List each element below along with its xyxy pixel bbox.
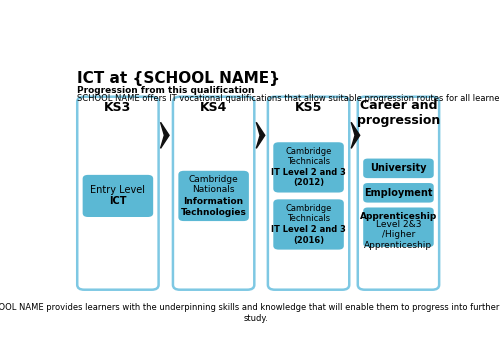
FancyBboxPatch shape (82, 175, 153, 217)
FancyBboxPatch shape (77, 97, 158, 290)
Text: Career and
progression: Career and progression (357, 100, 440, 127)
Text: IT Level 2 and 3
(2016): IT Level 2 and 3 (2016) (271, 225, 346, 245)
Text: KS3: KS3 (104, 101, 132, 114)
Text: Employment: Employment (364, 188, 432, 198)
Text: Entry Level: Entry Level (90, 185, 146, 195)
Text: ICT: ICT (109, 196, 126, 207)
Polygon shape (351, 122, 360, 148)
Text: SCHOOL NAME provides learners with the underpinning skills and knowledge that wi: SCHOOL NAME provides learners with the u… (0, 303, 500, 323)
Text: Information
Technologies: Information Technologies (180, 197, 246, 216)
Text: Level 2&3
/Higher
Apprenticeship: Level 2&3 /Higher Apprenticeship (364, 220, 432, 250)
Polygon shape (160, 122, 169, 148)
FancyBboxPatch shape (178, 171, 249, 221)
Text: KS5: KS5 (295, 101, 322, 114)
Text: IT Level 2 and 3
(2012): IT Level 2 and 3 (2012) (271, 168, 346, 187)
Text: ICT at {SCHOOL NAME}: ICT at {SCHOOL NAME} (77, 71, 280, 86)
Text: SCHOOL NAME offers IT vocational qualifications that allow suitable progression : SCHOOL NAME offers IT vocational qualifi… (77, 94, 500, 103)
Text: Cambridge
Technicals: Cambridge Technicals (286, 204, 332, 223)
FancyBboxPatch shape (173, 97, 254, 290)
Text: Cambridge
Nationals: Cambridge Nationals (189, 175, 238, 194)
Text: Cambridge
Technicals: Cambridge Technicals (286, 147, 332, 166)
FancyBboxPatch shape (358, 97, 439, 290)
Text: University: University (370, 163, 426, 173)
Text: Apprenticeship: Apprenticeship (360, 213, 437, 221)
Text: Progression from this qualification: Progression from this qualification (77, 86, 254, 95)
FancyBboxPatch shape (274, 199, 344, 250)
FancyBboxPatch shape (274, 142, 344, 192)
Polygon shape (256, 122, 265, 148)
FancyBboxPatch shape (363, 183, 434, 203)
Text: KS4: KS4 (200, 101, 228, 114)
FancyBboxPatch shape (363, 208, 434, 247)
FancyBboxPatch shape (268, 97, 349, 290)
FancyBboxPatch shape (363, 158, 434, 178)
